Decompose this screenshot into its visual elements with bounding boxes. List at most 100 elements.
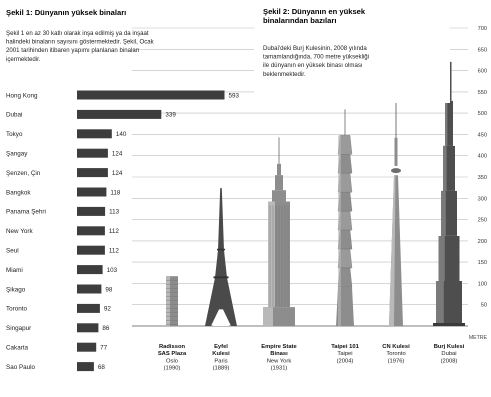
section2-description: Dubai'deki Burj Kulesinin, 2008 yılında t… <box>263 45 369 78</box>
bar-category-label: Dubai <box>6 112 22 119</box>
bar-category-label: Seul <box>6 248 19 255</box>
bar <box>77 226 105 236</box>
bar-category-label: Singapur <box>6 325 31 332</box>
y-tick-label: 500 <box>478 111 487 117</box>
bar-value-label: 68 <box>98 364 106 371</box>
bar <box>77 265 103 275</box>
bar-category-label: Miami <box>6 267 23 274</box>
bar-value-label: 140 <box>116 131 127 138</box>
building-city-label: Oslo <box>166 358 178 364</box>
bar <box>77 129 112 139</box>
bar-chart: Hong Kong 593 Dubai 339 Tokyo 140 Şangay 124 Şen… <box>6 90 240 372</box>
section1-title: Şekil 1: Dünyanın yüksek binaları <box>6 8 126 17</box>
bar-category-label: Panama Şehri <box>6 209 46 216</box>
section1-desc-line: 2001 tarihinden itibaren yapımı planlana… <box>6 47 140 54</box>
bar-value-label: 112 <box>109 248 120 255</box>
bar-value-label: 118 <box>110 189 121 196</box>
building-name-label: Taipei 101 <box>331 344 359 350</box>
y-tick-label: 250 <box>478 218 487 224</box>
bar-category-label: Şangay <box>6 151 28 158</box>
y-tick-label: 50 <box>481 303 487 309</box>
building-name-label: Binası <box>270 351 288 357</box>
bar-value-label: 103 <box>107 267 118 274</box>
building-name-label: Radisson <box>159 344 186 350</box>
building-year-label: (2004) <box>337 358 354 364</box>
bar-category-label: New York <box>6 228 33 235</box>
building-chart-grid: 50 100 150 200 250 300 350 400 450 500 550 600 650 70… <box>132 26 487 327</box>
building-year-label: (1976) <box>388 358 405 364</box>
bar-value-label: 593 <box>229 92 240 99</box>
section1-desc-line: halindeki binaların sayısını göstermekte… <box>6 39 155 46</box>
building-name-label: SAS Plaza <box>158 351 187 357</box>
section1-desc-line: içermektedir. <box>6 56 41 63</box>
bar <box>77 90 225 100</box>
bar-category-label: Şenzen, Çin <box>6 170 41 177</box>
section2-title-line-2: binalarından bazıları <box>263 16 336 25</box>
section1-description: Şekil 1 en az 30 katlı olarak inşa edilm… <box>6 30 155 63</box>
bar <box>77 303 100 313</box>
section2-desc-line: tamamlandığında, 700 metre yüksekliği <box>263 54 369 61</box>
bar <box>77 323 99 333</box>
bar-value-label: 112 <box>109 228 120 235</box>
building-empire-state-binasi <box>263 137 295 326</box>
section2-desc-line: ile dünyanın en yüksek binası olması <box>263 62 363 69</box>
bar-category-label: Hong Kong <box>6 92 38 99</box>
bar-category-label: Cakarta <box>6 345 29 352</box>
y-tick-label: 600 <box>478 69 487 75</box>
building-taipei-101 <box>336 109 354 326</box>
y-tick-label: 650 <box>478 47 487 53</box>
bar-value-label: 86 <box>102 325 110 332</box>
y-tick-label: 200 <box>478 239 487 245</box>
bar <box>77 148 108 158</box>
building-city-label: New York <box>267 358 292 364</box>
section2-text-panel <box>254 2 450 103</box>
y-tick-label: 550 <box>478 90 487 96</box>
bar-value-label: 113 <box>109 209 120 216</box>
building-city-label: Taipei <box>337 351 352 357</box>
bar <box>77 342 97 352</box>
bar-category-label: Toronto <box>6 306 28 313</box>
building-city-label: Toronto <box>386 351 405 357</box>
bar-value-label: 124 <box>112 151 123 158</box>
building-year-label: (2008) <box>441 358 458 364</box>
building-name-label: Empire State <box>261 344 297 350</box>
bar <box>77 362 94 372</box>
bar-category-label: Sao Paulo <box>6 364 36 371</box>
building-city-label: Dubai <box>441 351 456 357</box>
bar <box>77 168 108 178</box>
building-chart-marks <box>166 25 465 326</box>
section2-desc-line: Dubai'deki Burj Kulesinin, 2008 yılında <box>263 45 367 52</box>
y-tick-label: 150 <box>478 260 487 266</box>
building-name-label: Kulesi <box>212 351 230 357</box>
building-year-label: (1990) <box>164 366 181 372</box>
y-tick-label: 450 <box>478 132 487 138</box>
y-tick-label: 400 <box>478 154 487 160</box>
building-cn-kulesi <box>389 90 403 326</box>
bar <box>77 109 162 119</box>
bar <box>77 187 107 197</box>
building-name-label: Burj Kulesi <box>434 344 465 350</box>
bar-value-label: 98 <box>105 286 113 293</box>
section2-title-line-1: Şekil 2: Dünyanın en yüksek <box>263 7 366 16</box>
building-year-label: (1889) <box>213 366 230 372</box>
bar-value-label: 92 <box>104 306 112 313</box>
section2-desc-line: beklenmektedir. <box>263 71 306 78</box>
axis-unit-label: METRE <box>469 335 488 341</box>
bar <box>77 245 105 255</box>
bar-value-label: 339 <box>165 112 176 119</box>
bar <box>77 206 106 216</box>
y-tick-label: 350 <box>478 175 487 181</box>
building-eyfel-kulesi <box>205 188 237 326</box>
y-tick-label: 700 <box>478 26 487 32</box>
bar-category-label: Şikago <box>6 286 26 293</box>
building-name-label: Eyfel <box>214 344 228 350</box>
section1-desc-line: Şekil 1 en az 30 katlı olarak inşa edilm… <box>6 30 149 37</box>
building-city-label: Paris <box>214 358 227 364</box>
building-name-label: CN Kulesi <box>382 344 410 350</box>
y-tick-label: 300 <box>478 196 487 202</box>
y-tick-label: 100 <box>478 281 487 287</box>
bar <box>77 284 102 294</box>
